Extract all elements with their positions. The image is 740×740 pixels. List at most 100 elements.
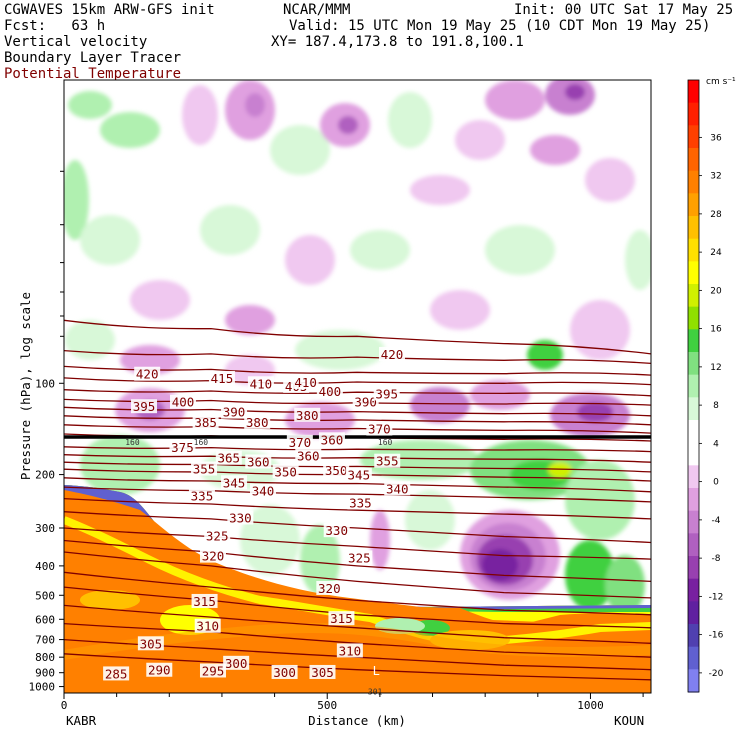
x-tick-label: 0 [61, 699, 68, 712]
theta-contours [64, 319, 651, 681]
colorbar-swatch [688, 261, 699, 285]
field-potential-temperature: Potential Temperature [4, 66, 182, 82]
theta-label: 345 [223, 475, 246, 490]
theta-label-bg [328, 611, 355, 626]
theta-label: 340 [252, 484, 275, 499]
small-contour-label: 301 [368, 688, 383, 697]
colorbar-swatch [688, 578, 699, 602]
colorbar-swatch [688, 238, 699, 262]
theta-label-bg [199, 548, 226, 563]
theta-label: 395 [375, 386, 398, 401]
theta-label: 360 [297, 448, 320, 463]
colorbar-swatch [688, 148, 699, 172]
theta-label-bg [215, 450, 242, 465]
colorbar-swatch [688, 420, 699, 444]
theta-label-bg [345, 467, 372, 482]
theta-label-bg [194, 618, 221, 633]
colorbar-tick-label: 32 [710, 172, 721, 182]
small-contour-label: 160 [194, 438, 209, 447]
theta-contour-line [64, 539, 651, 583]
theta-label: 400 [319, 384, 342, 399]
theta-contour-line [64, 511, 651, 544]
theta-label: 380 [246, 415, 269, 430]
theta-contour-line [64, 377, 651, 386]
colorbar-swatch [688, 352, 699, 376]
theta-label-bg [247, 376, 274, 391]
theta-label: 320 [318, 581, 341, 596]
colorbar-tick-label: 24 [710, 248, 722, 258]
y-tick-label: 700 [35, 634, 55, 647]
theta-label: 395 [133, 399, 156, 414]
theta-label-bg [137, 636, 164, 651]
small-contour-label: L [373, 664, 380, 678]
field-boundary-tracer: Boundary Layer Tracer [4, 50, 182, 66]
theta-contour-line [64, 571, 651, 616]
theta-label: 315 [330, 611, 353, 626]
forecast-hour: Fcst: 63 h [4, 18, 106, 34]
theta-label: 365 [217, 451, 240, 466]
colorbar-swatch [688, 125, 699, 149]
colorbar-swatch [688, 533, 699, 557]
cross-section-endpoints: XY= 187.4,173.8 to 191.8,100.1 [271, 34, 524, 50]
theta-label: 305 [140, 636, 163, 651]
colorbar-swatch [688, 646, 699, 670]
theta-label-bg [309, 664, 336, 679]
colorbar-tick-label: 12 [710, 363, 721, 373]
x-endpoint-start: KABR [66, 713, 97, 728]
theta-label-bg [286, 434, 313, 449]
theta-label: 330 [229, 510, 252, 525]
colorbar-swatch [688, 284, 699, 308]
y-tick-label: 800 [35, 651, 55, 664]
theta-label-bg [292, 374, 319, 389]
theta-contour-line [64, 454, 651, 463]
field-vertical-velocity: Vertical velocity [4, 34, 148, 50]
theta-contour-line [64, 389, 651, 397]
theta-label: 370 [289, 435, 312, 450]
theta-label-bg [221, 475, 248, 490]
x-axis: 0 500 1000 [61, 693, 644, 712]
theta-label-bg [318, 432, 345, 447]
theta-label: 400 [172, 395, 195, 410]
theta-label-bg [131, 399, 158, 414]
model-title: CGWAVES 15km ARW-GFS init [4, 2, 215, 18]
colorbar-swatch [688, 102, 699, 126]
theta-contour-line [64, 319, 651, 355]
colorbar-swatch [688, 601, 699, 625]
colorbar-swatch [688, 170, 699, 194]
theta-label: 295 [202, 663, 225, 678]
theta-label-bg [323, 462, 350, 477]
colorbar-swatch [688, 193, 699, 217]
theta-label-bg [227, 510, 254, 525]
x-tick-label: 1000 [577, 699, 604, 712]
theta-contour-line [64, 406, 651, 417]
x-axis-label: Distance (km) [308, 713, 406, 728]
theta-contour-line [64, 477, 651, 493]
theta-label-bg [204, 528, 231, 543]
theta-label: 420 [136, 367, 159, 382]
theta-label: 325 [206, 529, 229, 544]
colorbar-tick-label: -20 [709, 669, 724, 679]
theta-label-bg [323, 523, 350, 538]
theta-labels: 4204154104054104003903954203954003903803… [103, 346, 411, 697]
theta-label: 355 [193, 462, 216, 477]
y-tick-label: 400 [35, 560, 55, 573]
theta-label-bg [366, 421, 393, 436]
theta-label-bg [191, 593, 218, 608]
colorbar-swatch [688, 624, 699, 648]
x-endpoint-end: KOUN [614, 713, 644, 728]
theta-label-bg [221, 404, 248, 419]
colorbar-swatch [688, 306, 699, 330]
colorbar-tick-label: 28 [710, 210, 722, 220]
theta-label: 360 [247, 454, 270, 469]
theta-label-bg [316, 383, 343, 398]
colorbar-swatch [688, 488, 699, 512]
colorbar: 36 32 28 24 20 16 12 8 4 0 -4 -8 -12 -16 -20 [687, 79, 724, 693]
theta-label-bg [352, 394, 379, 409]
theta-label: 305 [311, 665, 334, 680]
theta-contour-line [64, 461, 651, 473]
theta-label: 420 [381, 347, 404, 362]
theta-label: 285 [105, 666, 128, 681]
theta-label-bg [294, 407, 321, 422]
theta-label-bg [191, 461, 218, 476]
